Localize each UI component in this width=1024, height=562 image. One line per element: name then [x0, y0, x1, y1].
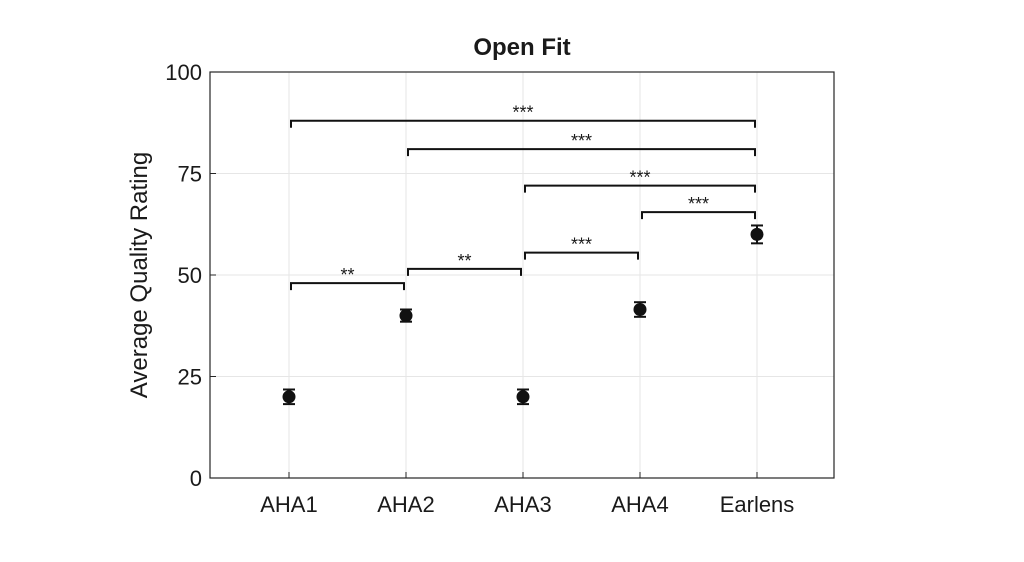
x-tick-label: AHA2: [377, 492, 434, 517]
x-tick-label: AHA3: [494, 492, 551, 517]
chart-title: Open Fit: [473, 34, 570, 61]
y-tick-label: 100: [165, 60, 202, 85]
y-tick-label: 75: [178, 162, 202, 187]
y-tick-label: 25: [178, 365, 202, 390]
y-axis-label: Average Quality Rating: [126, 152, 153, 398]
x-tick-label: AHA4: [611, 492, 668, 517]
y-tick-label: 0: [190, 466, 202, 491]
significance-bracket: [641, 211, 756, 220]
significance-label: ***: [571, 131, 592, 151]
significance-bracket: [407, 267, 522, 276]
y-tick-label: 50: [178, 263, 202, 288]
significance-label: ***: [688, 194, 709, 214]
x-tick-label: Earlens: [720, 492, 795, 517]
data-point: [633, 303, 647, 317]
significance-label: ***: [512, 103, 533, 123]
significance-bracket: [290, 282, 405, 291]
significance-bracket: [524, 184, 756, 193]
data-point: [516, 390, 530, 404]
significance-brackets: *******************: [290, 103, 756, 291]
significance-label: **: [340, 265, 354, 285]
x-axis-ticks: AHA1 AHA2 AHA3 AHA4 Earlens: [260, 472, 794, 517]
significance-label: ***: [629, 168, 650, 188]
y-axis-ticks: 0 25 50 75 100: [165, 60, 216, 491]
significance-label: ***: [571, 235, 592, 255]
significance-label: **: [457, 251, 471, 271]
data-point: [750, 227, 764, 241]
x-tick-label: AHA1: [260, 492, 317, 517]
significance-bracket: [290, 119, 756, 128]
significance-bracket: [407, 148, 756, 157]
data-point: [282, 390, 296, 404]
data-points: [282, 224, 764, 406]
significance-bracket: [524, 251, 639, 260]
data-point: [399, 309, 413, 323]
